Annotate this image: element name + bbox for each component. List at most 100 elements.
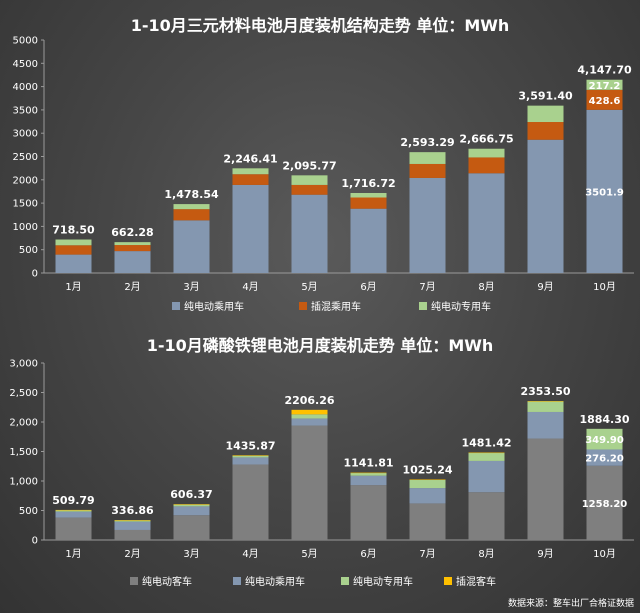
chart2-bar-segment (114, 529, 151, 540)
chart1-x-tick-label: 9月 (537, 281, 553, 293)
chart1-bar-segment (468, 173, 505, 273)
chart2-bar-segment (586, 428, 623, 450)
chart2-bar-segment (55, 511, 92, 518)
chart2-x-tick-label: 1月 (65, 548, 81, 560)
chart1-bar-segment (409, 163, 446, 178)
chart1-bar-segment (232, 184, 269, 273)
chart1-bar-segment (586, 89, 623, 110)
chart1-total-label: 4,147.70 (577, 64, 632, 77)
chart1-y-tick-label: 3500 (13, 105, 38, 116)
chart2-bar-segment (173, 515, 210, 540)
chart2-bar-segment (350, 473, 387, 476)
chart1-legend-label: 插混乘用车 (311, 300, 361, 313)
chart2-bar-segment (114, 520, 151, 521)
chart2-y-tick-label: 1,000 (9, 477, 38, 488)
chart1-x-tick-label: 6月 (360, 281, 376, 293)
chart2-bar-segment (232, 455, 269, 458)
chart1-bar-segment (409, 152, 446, 164)
chart1-bar-segment (114, 242, 151, 246)
chart2-x-tick-label: 4月 (242, 548, 258, 560)
chart1-bar-segment (291, 194, 328, 273)
chart1-total-label: 1,478.54 (164, 188, 219, 201)
chart2-bar-segment (409, 479, 446, 481)
chart1-x-tick-label: 8月 (478, 281, 494, 293)
chart1-y-tick-label: 2000 (13, 175, 38, 186)
chart2-total-label: 1435.87 (225, 439, 275, 452)
chart2-bar-segment (586, 449, 623, 466)
chart1-y-tick-label: 4500 (13, 59, 38, 70)
chart2-legend-swatch (130, 577, 138, 585)
chart2-bar-segment (527, 438, 564, 540)
chart2-x-tick-label: 10月 (593, 548, 616, 560)
chart2-total-label: 1141.81 (343, 457, 393, 470)
chart1-total-label: 2,095.77 (282, 159, 336, 172)
chart2-inner-data-label: 276.20 (585, 454, 624, 465)
chart2-y-tick-label: 2,000 (9, 418, 38, 429)
chart2-inner-data-label: 1258.20 (582, 499, 628, 510)
chart1-legend-swatch (172, 302, 180, 310)
chart2-total-label: 2353.50 (520, 385, 570, 398)
chart2-bar-segment (409, 488, 446, 504)
chart1-legend-label: 纯电动乘用车 (184, 300, 244, 313)
chart1-x-tick-label: 5月 (301, 281, 317, 293)
chart2-legend-swatch (444, 577, 452, 585)
chart2-bar-segment (291, 418, 328, 426)
chart2-bar-segment (409, 479, 446, 489)
chart1-bar-segment (350, 193, 387, 198)
chart2-bar-segment (291, 425, 328, 540)
chart2-inner-data-label: 349.90 (585, 435, 624, 446)
chart1-bar-segment (586, 109, 623, 273)
chart1-x-tick-label: 4月 (242, 281, 258, 293)
chart2-x-tick-label: 6月 (360, 548, 376, 560)
chart2-total-label: 336.86 (111, 504, 154, 517)
chart1-inner-data-label: 3501.9 (585, 187, 624, 198)
chart1-y-tick-label: 500 (19, 245, 38, 256)
chart2-bar-segment (55, 510, 92, 512)
chart2-legend-label: 插混客车 (456, 575, 496, 588)
chart1-x-tick-label: 1月 (65, 281, 81, 293)
chart2-x-tick-label: 7月 (419, 548, 435, 560)
chart2-bar-segment (173, 506, 210, 516)
chart1-total-label: 2,666.75 (459, 133, 513, 146)
chart1-x-tick-label: 3月 (183, 281, 199, 293)
chart2-x-tick-label: 9月 (537, 548, 553, 560)
chart1-total-label: 3,591.40 (518, 90, 573, 103)
chart1-y-tick-label: 0 (32, 269, 38, 280)
chart1-x-tick-label: 7月 (419, 281, 435, 293)
chart1-y-tick-label: 4000 (13, 82, 38, 93)
chart1-bar-segment (114, 245, 151, 252)
chart2-y-tick-label: 0 (32, 536, 38, 547)
chart2-x-tick-label: 5月 (301, 548, 317, 560)
chart2-y-tick-label: 2,500 (9, 388, 38, 399)
chart1-y-tick-label: 1500 (13, 199, 38, 210)
chart1-total-label: 2,246.41 (223, 152, 277, 165)
chart2-title: 1-10月磷酸铁锂电池月度装机走势 单位：MWh (146, 336, 494, 355)
chart2-bar-segment (173, 504, 210, 507)
chart2-total-label: 509.79 (52, 494, 94, 507)
chart2-bar-segment (468, 492, 505, 540)
chart2-bar-segment (114, 520, 151, 522)
chart1-bar-segment (468, 157, 505, 174)
chart1-x-tick-label: 10月 (593, 281, 616, 293)
chart1-total-label: 1,716.72 (341, 177, 395, 190)
chart2-bar-segment (350, 475, 387, 486)
chart2-total-label: 2206.26 (284, 394, 334, 407)
chart1-inner-data-label: 217.2 (589, 81, 621, 92)
source-note: 数据来源：整车出厂合格证数据 (507, 599, 634, 609)
chart1-bar-segment (173, 220, 210, 273)
chart2-total-label: 1481.42 (461, 437, 511, 450)
chart2-bar-segment (291, 414, 328, 419)
chart2-legend-swatch (341, 577, 349, 585)
chart1-y-tick-label: 5000 (13, 36, 38, 47)
chart1-bar-segment (114, 251, 151, 273)
chart2-bar-segment (527, 401, 564, 402)
chart2-x-tick-label: 3月 (183, 548, 199, 560)
chart1-legend-label: 纯电动专用车 (431, 300, 491, 313)
chart1-bar-segment (232, 174, 269, 185)
chart2-x-tick-label: 8月 (478, 548, 494, 560)
chart1-bar-segment (409, 177, 446, 273)
chart2-bar-segment (55, 509, 92, 511)
chart2-bar-segment (468, 452, 505, 461)
chart1-total-label: 662.28 (111, 226, 153, 239)
